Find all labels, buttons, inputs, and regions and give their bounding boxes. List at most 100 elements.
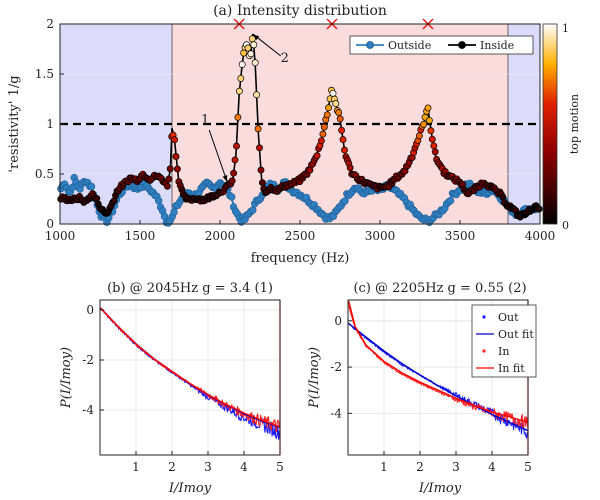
x-tick-label: 2000 bbox=[205, 229, 236, 243]
inside-point bbox=[166, 165, 174, 173]
series-group-b bbox=[99, 300, 281, 455]
inside-point bbox=[339, 136, 347, 144]
inside-point bbox=[172, 153, 180, 160]
y-axis-label-a: 'resistivity' 1/g bbox=[7, 75, 22, 172]
y-tick-label: 0.5 bbox=[35, 167, 54, 181]
inside-point bbox=[420, 120, 428, 128]
inside-point bbox=[257, 166, 265, 174]
y-tick-label: -4 bbox=[82, 403, 94, 417]
outside-point bbox=[341, 197, 349, 205]
x-tick-label: 3000 bbox=[365, 229, 396, 243]
y-tick-label: 1 bbox=[46, 117, 54, 131]
inside-point bbox=[256, 144, 263, 152]
x-axis-label-a: frequency (Hz) bbox=[251, 251, 350, 266]
x-ticks-b: 1 2 3 4 5 bbox=[132, 451, 284, 474]
colorbar-min-label: 0 bbox=[562, 219, 569, 232]
inside-point bbox=[430, 142, 438, 150]
inside-point bbox=[230, 169, 238, 177]
inside-point bbox=[238, 60, 246, 68]
x-tick-label: 1 bbox=[132, 460, 140, 474]
x-tick-label: 3500 bbox=[445, 229, 476, 243]
y-tick-label: 2 bbox=[46, 17, 54, 31]
inside-point bbox=[320, 123, 328, 131]
x-ticks-c: 1 2 3 4 5 bbox=[380, 451, 532, 474]
inside-point bbox=[171, 136, 179, 144]
legend-marker-2 bbox=[482, 349, 486, 353]
legend-box-a bbox=[349, 35, 534, 55]
series-out-fit-c bbox=[347, 322, 529, 432]
x-tick-label: 4 bbox=[488, 460, 496, 474]
legend-marker-0 bbox=[482, 315, 486, 319]
inside-point bbox=[341, 146, 348, 154]
annotation-arrow-1 bbox=[208, 129, 228, 183]
legend-c: Out Out fit In In fit bbox=[471, 304, 537, 378]
x-tick-label: 3 bbox=[452, 460, 460, 474]
inside-point bbox=[165, 175, 173, 183]
inside-point bbox=[254, 125, 262, 133]
annotation-arrowhead-1 bbox=[222, 175, 228, 182]
legend-label-3: In fit bbox=[498, 362, 525, 375]
chart-panel-c: (c) @ 2205Hz g = 0.55 (2) 1 2 3 4 5 0 -2 -4 I/… bbox=[307, 281, 537, 496]
series-in-fit-c bbox=[348, 301, 529, 424]
inside-point bbox=[240, 49, 248, 57]
outside-point bbox=[228, 193, 236, 201]
inside-point bbox=[234, 113, 242, 121]
inside-point bbox=[237, 74, 245, 82]
series-in-fit-b bbox=[99, 307, 281, 428]
x-tick-label: 4 bbox=[240, 460, 248, 474]
y-tick-label: -2 bbox=[330, 360, 342, 374]
x-tick-label: 2 bbox=[416, 460, 424, 474]
inside-point bbox=[336, 115, 344, 123]
inside-point bbox=[329, 89, 337, 97]
y-tick-label: 0 bbox=[334, 314, 342, 328]
chart-panel-b: (b) @ 2045Hz g = 3.4 (1) 1 2 3 4 5 0 -2 -4 I/I… bbox=[59, 281, 284, 496]
inside-point bbox=[313, 152, 321, 160]
y-tick-label: -2 bbox=[82, 353, 94, 367]
x-ticks-a: 1000 1500 2000 2500 3000 3500 4000 bbox=[45, 220, 556, 243]
inside-point bbox=[428, 135, 436, 143]
x-tick-label: 2 bbox=[168, 460, 176, 474]
inside-point bbox=[93, 194, 101, 202]
series-group-a bbox=[57, 33, 543, 227]
annotation-label-2: 2 bbox=[281, 51, 289, 66]
outside-point bbox=[87, 182, 96, 191]
y-ticks-b: 0 -2 -4 bbox=[82, 303, 104, 417]
inside-point bbox=[163, 182, 171, 190]
colorbar: 1 0 top motion bbox=[542, 22, 581, 232]
inside-point bbox=[253, 91, 261, 99]
y-axis-label-c: P(I/Imoy) bbox=[307, 347, 322, 409]
x-tick-label: 5 bbox=[276, 460, 284, 474]
y-ticks-a: 0 0.5 1 1.5 2 bbox=[35, 17, 64, 231]
inside-point bbox=[228, 177, 236, 185]
y-tick-label: 0 bbox=[46, 217, 54, 231]
x-tick-label: 2500 bbox=[285, 229, 316, 243]
axes-b bbox=[99, 299, 281, 456]
legend-marker-outside bbox=[366, 41, 374, 49]
inside-point bbox=[346, 164, 354, 172]
y-axis-label-b: P(I/Imoy) bbox=[59, 347, 74, 409]
chart-title-a: (a) Intensity distribution bbox=[213, 3, 387, 19]
plot-frame-b bbox=[99, 299, 281, 456]
x-tick-label: 1000 bbox=[45, 229, 76, 243]
inside-point bbox=[247, 50, 255, 58]
outside-point bbox=[170, 208, 178, 216]
inside-point bbox=[427, 127, 435, 135]
axes-c bbox=[347, 299, 529, 456]
inside-point bbox=[424, 104, 432, 112]
legend-label-1: Out fit bbox=[498, 328, 534, 341]
inside-point bbox=[251, 59, 259, 67]
x-tick-label: 4000 bbox=[525, 229, 556, 243]
colorbar-title: top motion bbox=[568, 94, 581, 154]
x-tick-label: 3 bbox=[204, 460, 212, 474]
annotations-a: 12 bbox=[201, 33, 289, 183]
x-axis-label-b: I/Imoy bbox=[168, 481, 212, 496]
chart-title-b: (b) @ 2045Hz g = 3.4 (1) bbox=[107, 281, 273, 296]
inside-point bbox=[233, 142, 240, 150]
inside-point bbox=[323, 111, 331, 119]
inside-point bbox=[244, 44, 252, 52]
inside-point bbox=[231, 156, 239, 164]
outside-point bbox=[446, 196, 455, 205]
grid-lines-b bbox=[100, 300, 281, 455]
inside-point bbox=[250, 41, 258, 49]
